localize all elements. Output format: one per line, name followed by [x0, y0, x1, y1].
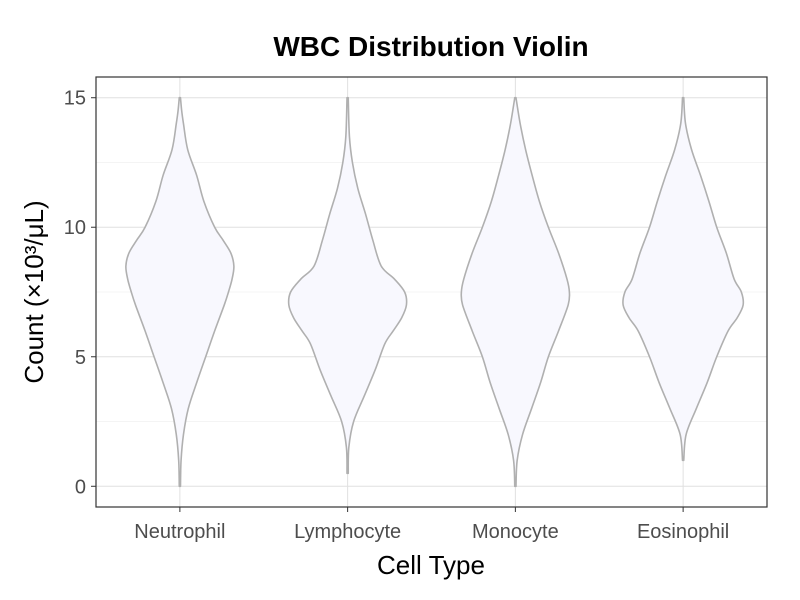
x-tick-label: Lymphocyte — [294, 521, 401, 543]
x-tick-label: Neutrophil — [134, 521, 225, 543]
x-axis-title: Cell Type — [377, 550, 485, 580]
y-tick-label: 5 — [75, 347, 86, 369]
y-tick-label: 0 — [75, 476, 86, 498]
violin-monocyte — [460, 96, 571, 488]
y-tick-label: 10 — [64, 217, 86, 239]
violin-eosinophil — [622, 96, 745, 462]
x-tick-label: Monocyte — [472, 521, 559, 543]
axes: 0 5 10 15 Neutrophil Lymphocyte Monocyte Eosino… — [64, 88, 730, 543]
plot-panel — [95, 76, 768, 508]
y-axis-title: Count (×10³/μL) — [19, 200, 49, 383]
violin-neutrophil — [125, 96, 235, 488]
y-tick-label: 15 — [64, 88, 86, 110]
x-tick-label: Eosinophil — [637, 521, 729, 543]
violin-lymphocyte — [287, 96, 408, 475]
violins — [125, 96, 745, 488]
chart-title: WBC Distribution Violin — [273, 31, 588, 62]
